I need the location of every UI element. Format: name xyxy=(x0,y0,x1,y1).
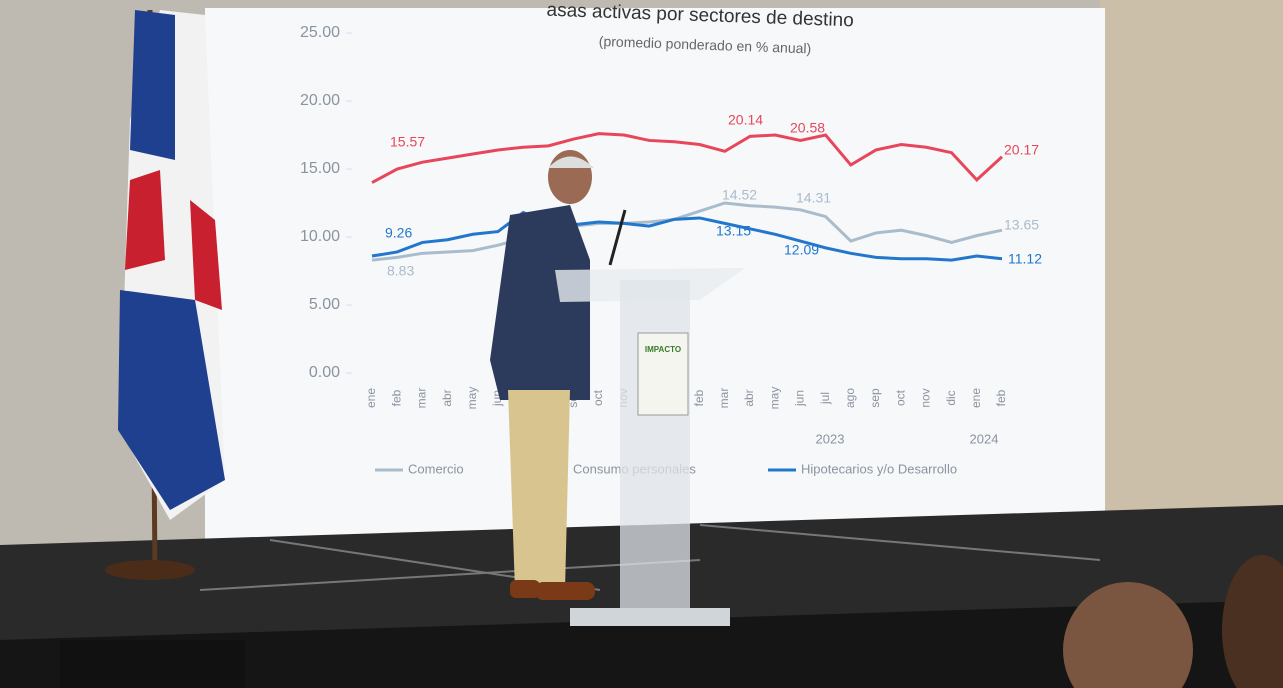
scene: asas activas por sectores de destino (pr… xyxy=(0,0,1283,688)
trousers xyxy=(508,390,570,590)
y-tick-label: 15.00 xyxy=(300,160,340,177)
x-tick-label: abr xyxy=(440,389,454,406)
x-tick-label: ene xyxy=(969,388,983,408)
data-label: 20.58 xyxy=(790,120,825,136)
x-tick-label: feb xyxy=(389,389,403,406)
x-tick-label: feb xyxy=(994,389,1008,406)
data-label: 12.09 xyxy=(784,242,819,258)
x-tick-label: may xyxy=(767,387,781,410)
x-tick-label: abr xyxy=(742,389,756,406)
data-label: 13.15 xyxy=(716,223,751,239)
chair xyxy=(60,640,245,688)
x-tick-label: oct xyxy=(591,389,605,406)
data-label: 14.31 xyxy=(796,190,831,206)
data-label: 8.83 xyxy=(387,263,414,279)
data-label: 15.57 xyxy=(390,134,425,150)
podium-body xyxy=(620,280,690,615)
x-tick-label: feb xyxy=(692,389,706,406)
flag-red xyxy=(125,170,165,270)
podium-logo: IMPACTO xyxy=(645,345,681,354)
x-tick-label: dic xyxy=(944,390,958,405)
y-tick-label: 0.00 xyxy=(309,364,340,381)
y-tick-label: 20.00 xyxy=(300,92,340,109)
x-tick-label: may xyxy=(465,387,479,410)
year-label: 2024 xyxy=(970,431,999,446)
page: {"screen": {"title": "asas activas por s… xyxy=(0,0,1283,688)
legend-label: Comercio xyxy=(408,461,464,476)
data-label: 13.65 xyxy=(1004,217,1039,233)
y-tick-label: 10.00 xyxy=(300,228,340,245)
year-label: 2023 xyxy=(816,431,845,446)
x-tick-label: mar xyxy=(717,388,731,409)
flag-base xyxy=(105,560,195,580)
data-label: 20.14 xyxy=(728,112,763,128)
data-label: 11.12 xyxy=(1008,251,1042,267)
flag-blue xyxy=(130,10,175,160)
right-wall xyxy=(1100,0,1283,520)
x-tick-label: jun xyxy=(793,390,807,407)
x-tick-label: ene xyxy=(364,388,378,408)
y-tick-label: 5.00 xyxy=(309,296,340,313)
data-label: 9.26 xyxy=(385,225,412,241)
x-tick-label: ago xyxy=(843,388,857,408)
y-tick-label: 25.00 xyxy=(300,24,340,41)
data-label: 14.52 xyxy=(722,187,757,203)
shoe xyxy=(535,582,595,600)
x-tick-label: jul xyxy=(818,392,832,405)
data-label: 20.17 xyxy=(1004,142,1039,158)
x-tick-label: oct xyxy=(893,389,907,406)
podium-base xyxy=(570,608,730,626)
x-tick-label: nov xyxy=(919,388,933,407)
x-tick-label: mar xyxy=(415,388,429,409)
x-tick-label: sep xyxy=(868,388,882,408)
legend-label: Hipotecarios y/o Desarrollo xyxy=(801,461,957,476)
